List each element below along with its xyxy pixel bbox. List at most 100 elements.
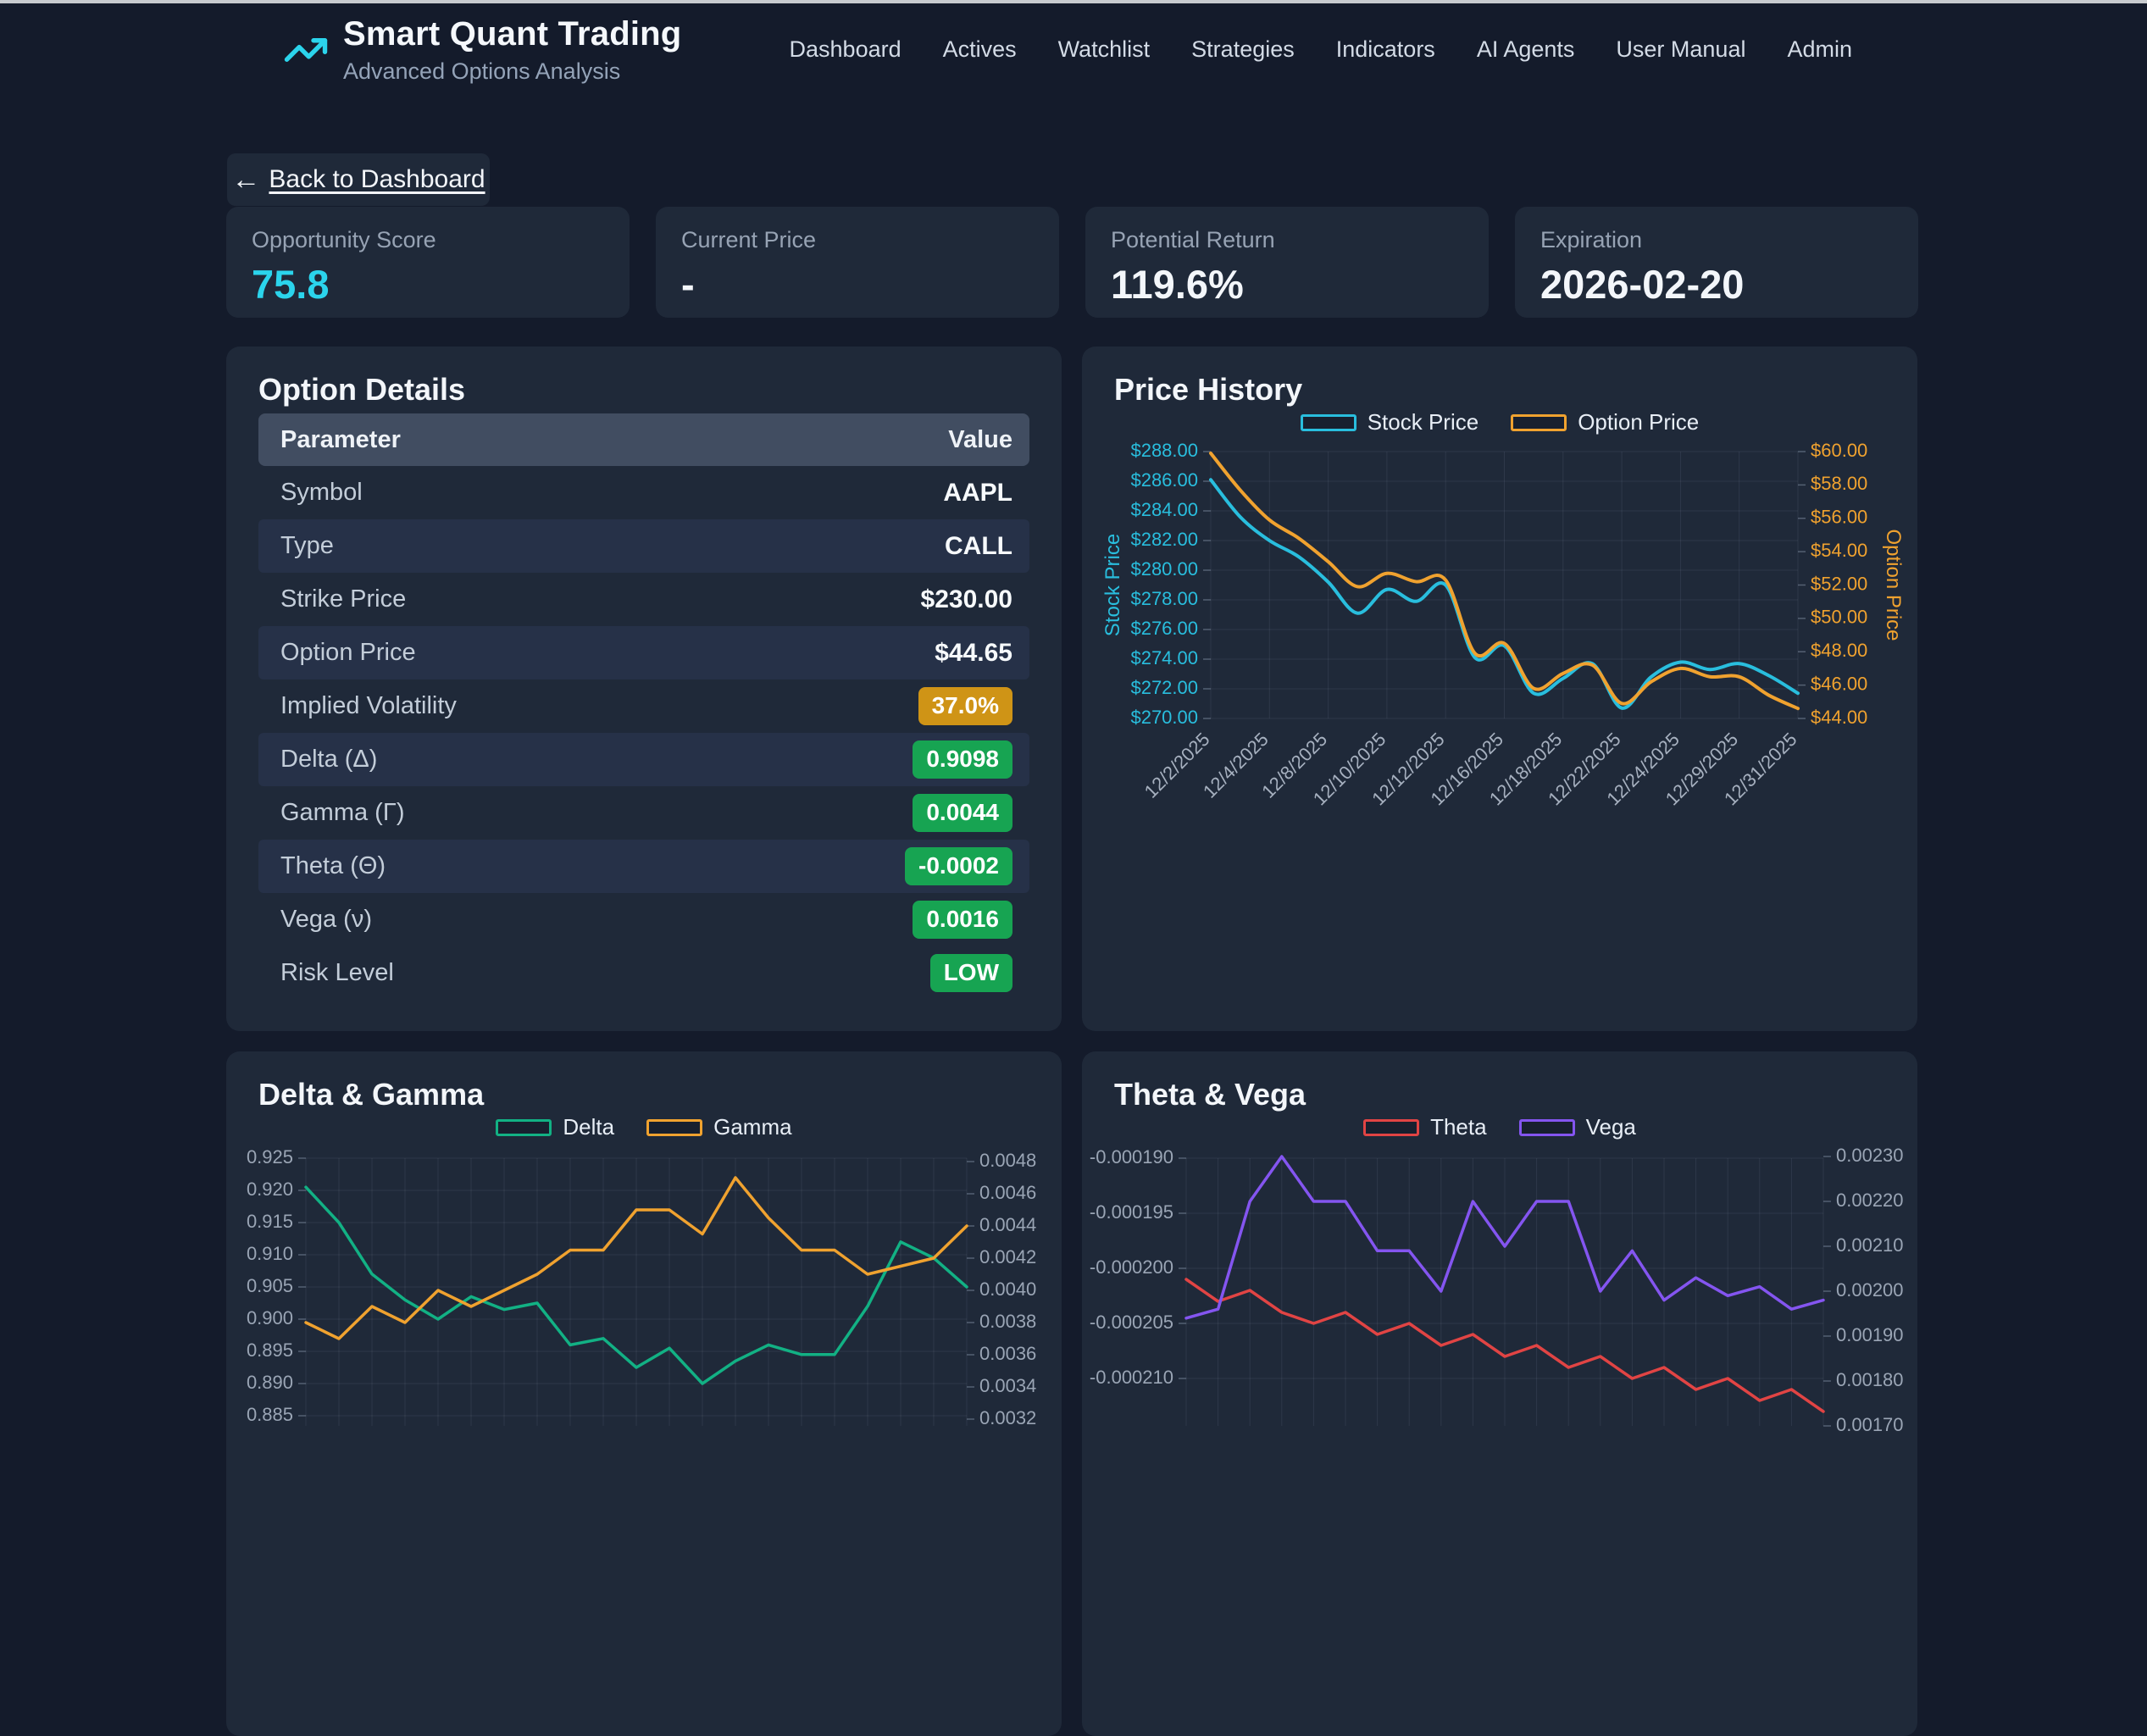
row-parameter: Vega (ν)	[280, 906, 372, 933]
column-header-parameter: Parameter	[280, 425, 401, 453]
table-header-row: Parameter Value	[258, 413, 1029, 466]
table-row-symbol: Symbol AAPL	[258, 466, 1029, 519]
option-details-panel: Option Details Parameter Value Symbol AAP…	[226, 347, 1062, 1031]
stat-card-label: Current Price	[681, 227, 817, 252]
series-line-stock-price	[1209, 478, 1800, 710]
legend-item-stock-price[interactable]: Stock Price	[1300, 409, 1478, 435]
stat-cards-row: Opportunity Score 75.8 Current Price - Poten…	[226, 207, 1918, 318]
stat-card-current-price: Current Price -	[656, 207, 1059, 318]
delta-gamma-panel: Delta & Gamma Delta Gamma 0.925 0.920 0.915…	[226, 1051, 1062, 1736]
table-row-risk-level: Risk Level LOW	[258, 946, 1029, 1000]
svg-text:$284.00: $284.00	[1130, 499, 1198, 520]
row-parameter: Theta (Θ)	[280, 852, 386, 879]
legend-item-gamma[interactable]: Gamma	[646, 1114, 792, 1140]
grid	[1210, 451, 1799, 719]
brand-logo[interactable]: Smart Quant Trading Advanced Options Ana…	[283, 15, 681, 85]
nav-item-actives[interactable]: Actives	[942, 36, 1017, 62]
svg-text:$288.00: $288.00	[1130, 440, 1198, 461]
legend-label: Gamma	[713, 1114, 792, 1140]
theta-vega-chart: -0.000190 -0.000195 -0.000200 -0.000205 -0.0…	[1090, 1145, 1904, 1435]
legend-item-delta[interactable]: Delta	[496, 1114, 614, 1140]
row-parameter: Risk Level	[280, 959, 394, 986]
svg-text:0.905: 0.905	[247, 1275, 293, 1296]
row-value: CALL	[945, 531, 1012, 560]
nav-item-indicators[interactable]: Indicators	[1335, 36, 1435, 62]
nav-item-user-manual[interactable]: User Manual	[1616, 36, 1746, 62]
row-value: AAPL	[943, 478, 1012, 507]
window-edge-strip	[0, 0, 2147, 3]
legend-swatch	[1363, 1118, 1420, 1136]
svg-text:0.00180: 0.00180	[1836, 1369, 1904, 1390]
table-row-vega: Vega (ν) 0.0016	[258, 893, 1029, 946]
theta-vega-legend: Theta Vega	[1082, 1114, 1917, 1140]
delta-gamma-title: Delta & Gamma	[258, 1077, 485, 1112]
grid	[305, 1157, 968, 1426]
legend-label: Option Price	[1578, 409, 1700, 435]
svg-text:0.925: 0.925	[247, 1146, 293, 1168]
trending-up-icon	[284, 37, 328, 62]
nav-item-dashboard[interactable]: Dashboard	[789, 36, 902, 62]
row-parameter: Strike Price	[280, 585, 407, 613]
svg-text:0.00220: 0.00220	[1836, 1190, 1904, 1211]
nav-item-admin[interactable]: Admin	[1787, 36, 1852, 62]
row-parameter: Implied Volatility	[280, 692, 457, 719]
svg-text:$60.00: $60.00	[1811, 440, 1867, 461]
legend-item-option-price[interactable]: Option Price	[1511, 409, 1699, 435]
svg-text:$280.00: $280.00	[1130, 558, 1198, 580]
table-row-type: Type CALL	[258, 519, 1029, 573]
svg-text:0.0036: 0.0036	[979, 1343, 1036, 1364]
back-to-dashboard-button[interactable]: ← Back to Dashboard	[227, 153, 490, 206]
svg-text:$282.00: $282.00	[1130, 529, 1198, 550]
svg-text:-0.000210: -0.000210	[1090, 1367, 1173, 1388]
svg-text:$52.00: $52.00	[1811, 573, 1867, 594]
table-row-implied-volatility: Implied Volatility 37.0%	[258, 679, 1029, 733]
nav-item-ai-agents[interactable]: AI Agents	[1476, 36, 1575, 62]
svg-text:0.0032: 0.0032	[979, 1407, 1036, 1428]
row-parameter: Symbol	[280, 479, 363, 506]
stat-card-value: 2026-02-20	[1540, 262, 1745, 307]
svg-text:$50.00: $50.00	[1811, 607, 1867, 628]
stat-card-potential-return: Potential Return 119.6%	[1085, 207, 1489, 318]
grid	[1185, 1157, 1824, 1426]
legend-swatch	[496, 1118, 552, 1136]
svg-text:0.0044: 0.0044	[979, 1214, 1036, 1235]
value-badge: -0.0002	[905, 847, 1012, 885]
series-line-option-price	[1209, 451, 1800, 711]
app-subtitle: Advanced Options Analysis	[343, 58, 621, 84]
svg-text:0.920: 0.920	[247, 1179, 293, 1200]
theta-vega-panel: Theta & Vega Theta Vega -0.000190 -0.00019…	[1082, 1051, 1917, 1736]
row-value: $44.65	[935, 638, 1012, 667]
svg-text:0.900: 0.900	[247, 1307, 293, 1328]
svg-text:0.895: 0.895	[247, 1339, 293, 1361]
price-history-legend: Stock Price Option Price	[1082, 409, 1917, 435]
svg-text:0.00200: 0.00200	[1836, 1279, 1904, 1301]
legend-item-vega[interactable]: Vega	[1518, 1114, 1636, 1140]
stat-card-label: Potential Return	[1111, 227, 1275, 252]
stat-card-value: 119.6%	[1111, 262, 1244, 307]
price-history-title: Price History	[1114, 372, 1303, 407]
main-nav: Dashboard Actives Watchlist Strategies Indic…	[790, 36, 1852, 63]
nav-item-watchlist[interactable]: Watchlist	[1057, 36, 1151, 62]
price-history-chart: $288.00 $286.00 $284.00 $282.00 $280.00 $278.…	[1101, 440, 1905, 810]
nav-item-strategies[interactable]: Strategies	[1191, 36, 1295, 62]
svg-text:$278.00: $278.00	[1130, 588, 1198, 609]
option-details-title: Option Details	[258, 372, 466, 407]
stat-card-expiration: Expiration 2026-02-20	[1515, 207, 1918, 318]
svg-text:$274.00: $274.00	[1130, 647, 1198, 668]
svg-text:-0.000200: -0.000200	[1090, 1256, 1173, 1278]
row-value: $230.00	[920, 585, 1012, 613]
option-details-table: Parameter Value Symbol AAPL Type CALL Strike…	[258, 413, 1029, 1000]
value-badge: 0.9098	[913, 740, 1012, 779]
svg-text:0.00170: 0.00170	[1836, 1414, 1904, 1435]
table-row-delta: Delta (Δ) 0.9098	[258, 733, 1029, 786]
svg-text:0.0048: 0.0048	[979, 1150, 1036, 1171]
svg-text:-0.000195: -0.000195	[1090, 1201, 1173, 1223]
svg-text:0.0040: 0.0040	[979, 1278, 1036, 1300]
svg-text:0.915: 0.915	[247, 1211, 293, 1232]
back-button-label: Back to Dashboard	[269, 165, 485, 193]
svg-text:$44.00: $44.00	[1811, 707, 1867, 728]
legend-swatch	[1511, 413, 1567, 431]
value-badge: 37.0%	[918, 687, 1012, 725]
legend-item-theta[interactable]: Theta	[1363, 1114, 1487, 1140]
left-axis-title: Stock Price	[1101, 534, 1124, 636]
